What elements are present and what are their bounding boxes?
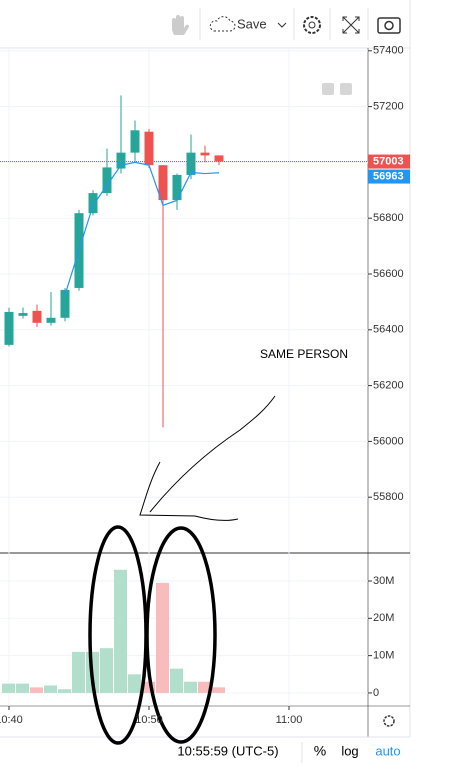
volume-bar bbox=[58, 689, 71, 693]
volume-bar bbox=[170, 668, 183, 693]
candle-body bbox=[214, 155, 224, 162]
volume-bar bbox=[30, 687, 43, 693]
volume-bar bbox=[142, 681, 155, 693]
volume-bar bbox=[114, 569, 127, 693]
hand-drawn-ellipse bbox=[145, 526, 217, 744]
candle-body bbox=[32, 310, 42, 323]
volume-tick-label: 10M bbox=[373, 650, 394, 662]
candle-body bbox=[144, 131, 154, 166]
candle-body bbox=[186, 152, 196, 175]
volume-bar bbox=[16, 683, 29, 693]
candle-body bbox=[116, 152, 126, 169]
hand-icon[interactable] bbox=[172, 15, 190, 35]
candle-body bbox=[60, 289, 70, 318]
volume-bar bbox=[198, 681, 211, 693]
percent-toggle[interactable]: % bbox=[314, 743, 326, 759]
volume-bar bbox=[100, 648, 113, 693]
log-toggle[interactable]: log bbox=[341, 743, 358, 758]
y-tick-label: 57200 bbox=[373, 100, 404, 112]
grid bbox=[0, 48, 368, 706]
camera-lens bbox=[384, 20, 394, 31]
toolbar bbox=[0, 0, 410, 48]
candle-body bbox=[46, 317, 56, 323]
candle-body bbox=[158, 165, 168, 201]
save-caret[interactable] bbox=[277, 22, 287, 28]
volume-bar bbox=[44, 685, 57, 693]
y-tick-label: 56800 bbox=[373, 212, 404, 224]
camera-icon[interactable] bbox=[377, 17, 401, 34]
last-price-label: 57003 bbox=[373, 155, 404, 167]
y-tick-label: 56000 bbox=[373, 435, 404, 447]
ma-price-tag bbox=[368, 169, 410, 184]
marks bbox=[0, 95, 368, 693]
candle-body bbox=[200, 152, 210, 156]
candle-body bbox=[18, 313, 28, 316]
y-tick-label: 56600 bbox=[373, 268, 404, 280]
candle-body bbox=[130, 130, 140, 153]
candle-body bbox=[102, 167, 112, 194]
cloud-icon[interactable] bbox=[209, 16, 236, 32]
candle-body bbox=[172, 174, 182, 201]
pane-button[interactable] bbox=[322, 83, 334, 95]
settings-icon[interactable] bbox=[303, 16, 321, 34]
last-price-tag bbox=[368, 154, 410, 169]
candle-body bbox=[4, 311, 14, 345]
hand-drawn-arrow bbox=[139, 395, 276, 521]
x-tick-label: 11:00 bbox=[276, 714, 303, 726]
annotation: SAME PERSON bbox=[260, 347, 348, 361]
volume-bar bbox=[184, 681, 197, 693]
axis-settings-icon[interactable] bbox=[383, 715, 395, 727]
clock: 10:55:59 (UTC-5) bbox=[177, 743, 278, 758]
pane-button[interactable] bbox=[340, 83, 352, 95]
volume-bar bbox=[212, 687, 225, 693]
fullscreen-icon[interactable] bbox=[342, 16, 360, 34]
save-button[interactable]: Save bbox=[237, 16, 267, 31]
volume-bar bbox=[128, 674, 141, 693]
volume-bar bbox=[156, 582, 169, 693]
volume-tick-label: 0 bbox=[373, 687, 379, 699]
candle-body bbox=[88, 193, 98, 214]
y-tick-label: 55800 bbox=[373, 491, 404, 503]
y-tick-label: 57400 bbox=[373, 45, 404, 57]
ma-price-label: 56963 bbox=[373, 170, 404, 182]
moving-average bbox=[64, 161, 220, 296]
y-tick-label: 56400 bbox=[373, 324, 404, 336]
volume-bar bbox=[2, 683, 15, 693]
x-tick-label: 10:50 bbox=[135, 714, 163, 726]
volume-bar bbox=[72, 651, 85, 693]
x-tick-label: 10:40 bbox=[0, 714, 23, 726]
auto-toggle[interactable]: auto bbox=[375, 743, 400, 758]
y-tick-label: 56200 bbox=[373, 380, 404, 392]
volume-tick-label: 20M bbox=[373, 612, 394, 624]
settings-icon-core bbox=[308, 21, 316, 29]
volume-tick-label: 30M bbox=[373, 575, 394, 587]
